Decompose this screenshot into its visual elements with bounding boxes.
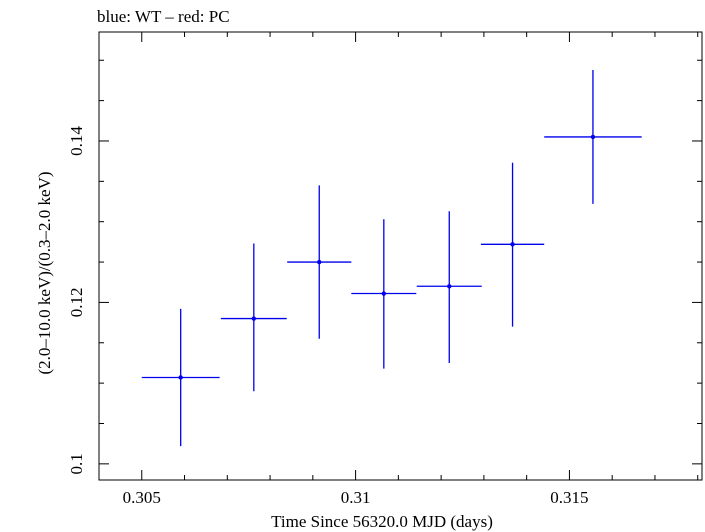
data-point <box>544 69 642 204</box>
x-tick-label: 0.305 <box>123 488 161 507</box>
y-axis-label: (2.0–10.0 keV)/(0.3–2.0 keV) <box>35 171 54 374</box>
y-tick-label: 0.14 <box>67 126 86 156</box>
point-marker <box>381 291 387 296</box>
data-point <box>416 211 482 363</box>
y-tick-label: 0.12 <box>67 288 86 318</box>
x-tick-label: 0.315 <box>550 488 588 507</box>
data-point <box>287 185 352 339</box>
point-marker <box>590 134 596 140</box>
data-layer <box>141 69 642 447</box>
data-point <box>141 308 220 447</box>
point-marker <box>510 242 515 247</box>
plot-frame <box>98 31 703 481</box>
data-point <box>351 219 417 369</box>
axis-ticks: 0.305 0.31 0.315 0.1 0.12 0.14 <box>67 32 702 507</box>
data-point <box>480 162 545 327</box>
x-axis-label: Time Since 56320.0 MJD (days) <box>271 512 493 531</box>
chart-title: blue: WT – red: PC <box>97 7 230 26</box>
point-marker <box>447 284 452 289</box>
point-marker <box>178 375 183 380</box>
y-tick-label: 0.1 <box>67 453 86 474</box>
point-marker <box>251 316 257 321</box>
data-point <box>220 243 287 392</box>
point-marker <box>317 259 322 265</box>
x-tick-label: 0.31 <box>341 488 371 507</box>
